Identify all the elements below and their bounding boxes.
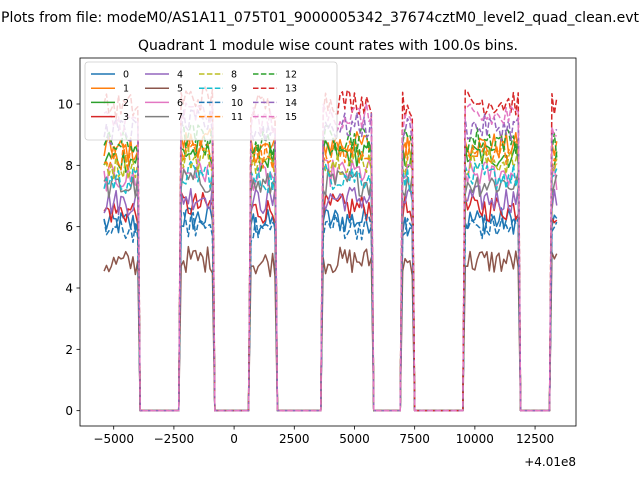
legend-entry-8: 8	[199, 70, 237, 81]
x-offset-label: +4.01e8	[524, 455, 576, 469]
legend-label: 3	[123, 112, 129, 123]
legend-label: 6	[177, 98, 183, 109]
legend-label: 7	[177, 112, 183, 123]
legend-entry-11: 11	[199, 112, 243, 123]
legend-label: 2	[123, 98, 129, 109]
y-tick-label: 0	[65, 404, 73, 418]
legend-entry-15: 15	[253, 112, 297, 123]
y-axis: 0 2 4 6 8 10	[58, 98, 80, 418]
x-tick-label: 5000	[339, 432, 370, 446]
legend-label: 10	[231, 98, 243, 109]
x-tick-label: −2500	[154, 432, 195, 446]
legend-entry-14: 14	[253, 98, 297, 109]
x-tick-label: 2500	[279, 432, 310, 446]
legend-label: 13	[285, 84, 297, 95]
legend-entry-9: 9	[199, 84, 237, 95]
x-tick-label: −5000	[93, 432, 134, 446]
y-tick-label: 2	[65, 343, 73, 357]
x-tick-label: 12500	[516, 432, 554, 446]
legend-label: 12	[285, 70, 297, 81]
legend-entry-12: 12	[253, 70, 297, 81]
legend-label: 5	[177, 84, 183, 95]
x-tick-label: 0	[230, 432, 238, 446]
legend-entry-3: 3	[91, 112, 129, 123]
legend-frame	[84, 61, 338, 141]
legend-entry-13: 13	[253, 84, 297, 95]
legend-entry-4: 4	[145, 70, 183, 81]
y-tick-label: 10	[58, 98, 73, 112]
x-axis: −5000 −2500 0 2500 5000 7500 10000 12500	[93, 426, 554, 446]
x-tick-label: 7500	[399, 432, 430, 446]
legend-entry-6: 6	[145, 98, 183, 109]
plot-frame	[79, 57, 577, 427]
x-tick-label: 10000	[456, 432, 494, 446]
series-line-11	[103, 137, 558, 412]
series-line-6	[103, 158, 558, 412]
legend-entry-2: 2	[91, 98, 129, 109]
legend-label: 9	[231, 84, 237, 95]
chart-title: Quadrant 1 module wise count rates with …	[138, 38, 518, 54]
chart-suptitle: Plots from file: modeM0/AS1A11_075T01_90…	[1, 10, 639, 26]
series-line-10	[103, 210, 558, 412]
legend-label: 1	[123, 84, 129, 95]
legend-label: 11	[231, 112, 243, 123]
legend-entry-7: 7	[145, 112, 183, 123]
series-line-5	[103, 245, 558, 412]
y-tick-label: 6	[65, 220, 73, 234]
legend-label: 15	[285, 112, 297, 123]
legend-entry-0: 0	[91, 70, 129, 81]
legend-entry-1: 1	[91, 84, 129, 95]
legend-label: 8	[231, 70, 237, 81]
legend-entry-5: 5	[145, 84, 183, 95]
legend-label: 4	[177, 70, 183, 81]
y-tick-label: 4	[65, 282, 73, 296]
y-tick-label: 8	[65, 159, 73, 173]
legend-entry-10: 10	[199, 98, 243, 109]
legend-label: 14	[285, 98, 297, 109]
series-line-0	[103, 206, 558, 412]
legend-label: 0	[123, 70, 129, 81]
